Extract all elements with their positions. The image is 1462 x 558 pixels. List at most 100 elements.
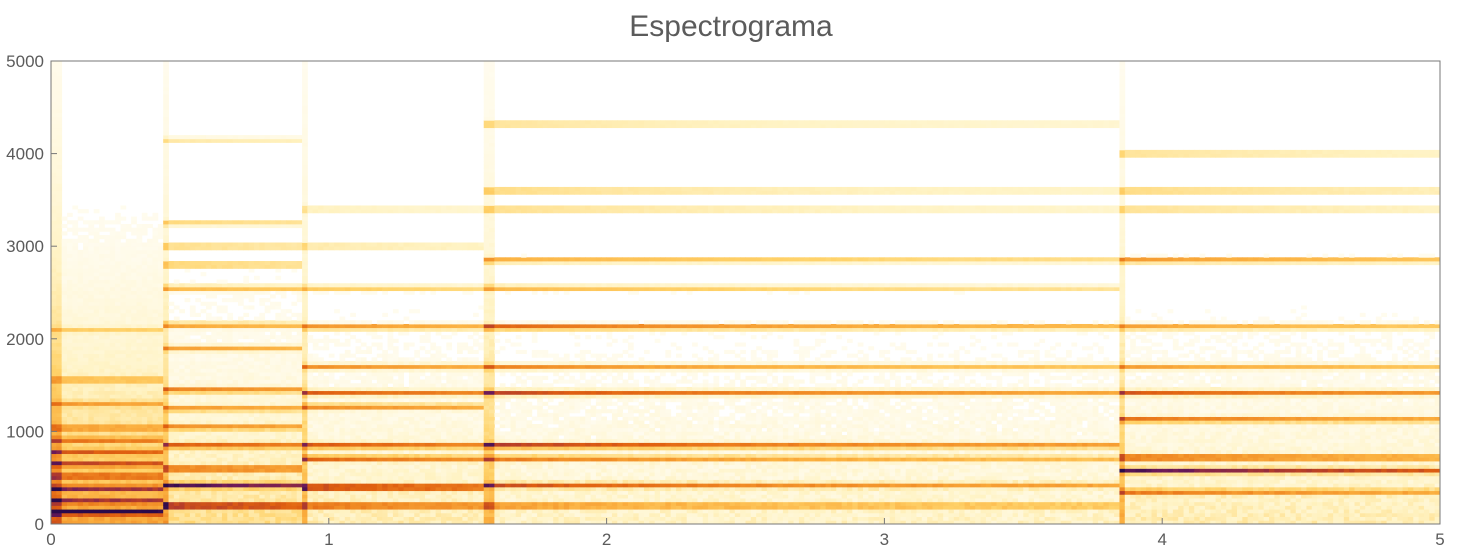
heat-cell (120, 283, 127, 288)
heat-cell (136, 446, 143, 451)
heat-cell (157, 398, 164, 403)
heat-cell (232, 223, 239, 229)
heat-cell (205, 505, 212, 510)
heat-cell (83, 494, 89, 499)
heat-cell (334, 449, 340, 455)
heat-cell (248, 468, 255, 473)
heat-cell (51, 323, 57, 329)
heat-cell (227, 320, 234, 325)
heat-cell (88, 349, 95, 355)
heat-cell (227, 220, 234, 225)
heat-cell (189, 472, 196, 477)
heat-cell (157, 516, 164, 521)
heat-cell (88, 449, 95, 455)
heat-cell (323, 438, 330, 443)
heat-cell (195, 331, 201, 336)
heat-cell (323, 368, 330, 373)
heat-cell (195, 283, 201, 288)
heat-cell (264, 305, 271, 310)
heat-cell (120, 353, 127, 358)
heat-cell (67, 372, 73, 377)
heat-cell (355, 383, 362, 388)
heat-cell (88, 409, 95, 414)
heat-cell (376, 246, 383, 251)
heat-cell (189, 490, 196, 495)
heat-cell (243, 242, 250, 247)
heat-cell (243, 386, 250, 392)
heat-cell (67, 253, 73, 258)
heat-cell (328, 372, 335, 377)
heat-cell (163, 475, 169, 480)
heat-cell (382, 323, 388, 329)
heat-cell (344, 442, 351, 447)
heat-cell (93, 209, 100, 214)
heat-cell (296, 494, 303, 499)
heat-cell (152, 386, 159, 392)
heat-cell (211, 342, 218, 347)
heat-cell (344, 446, 351, 451)
heat-cell (51, 175, 57, 180)
heat-cell (72, 361, 79, 366)
heat-cell (211, 346, 218, 351)
heat-cell (88, 223, 95, 229)
heat-cell (237, 401, 244, 406)
heat-cell (237, 464, 244, 469)
heat-cell (387, 490, 394, 495)
heat-cell (147, 442, 153, 447)
heat-cell (115, 312, 121, 317)
heat-cell (104, 498, 111, 503)
heat-cell (56, 427, 63, 432)
heat-cell (168, 490, 175, 495)
heat-cell (109, 275, 116, 280)
heat-cell (51, 135, 57, 140)
heat-cell (61, 279, 68, 284)
heat-cell (307, 379, 314, 384)
heat-cell (77, 357, 84, 362)
heat-cell (184, 420, 191, 425)
heat-cell (72, 323, 79, 329)
heat-cell (280, 335, 287, 340)
heat-cell (77, 227, 84, 232)
heat-cell (163, 142, 169, 147)
heat-cell (211, 435, 218, 440)
heat-cell (136, 223, 143, 229)
heat-cell (147, 316, 153, 321)
heat-cell (243, 342, 250, 347)
heat-cell (184, 323, 191, 329)
heat-cell (125, 357, 132, 362)
heat-cell (392, 398, 399, 403)
heat-cell (83, 423, 89, 429)
heat-cell (227, 346, 234, 351)
heat-cell (51, 272, 57, 277)
heat-cell (125, 468, 132, 473)
heat-cell (163, 131, 169, 136)
heat-cell (157, 383, 164, 388)
heat-cell (248, 353, 255, 358)
heat-cell (163, 135, 169, 140)
heat-cell (67, 268, 73, 273)
heat-cell (286, 331, 292, 336)
heat-cell (237, 431, 244, 436)
heat-cell (221, 353, 228, 358)
heat-cell (302, 186, 308, 192)
heat-cell (99, 516, 105, 521)
heat-cell (339, 494, 346, 499)
heat-cell (93, 353, 100, 358)
heat-cell (205, 135, 212, 140)
heat-cell (291, 301, 298, 306)
heat-cell (168, 364, 175, 369)
heat-cell (232, 138, 239, 143)
heat-cell (72, 205, 79, 210)
heat-cell (264, 494, 271, 499)
heat-cell (318, 357, 324, 362)
heat-cell (189, 135, 196, 140)
heat-cell (211, 364, 218, 369)
heat-cell (360, 205, 367, 210)
heat-cell (414, 509, 421, 514)
heat-cell (93, 327, 100, 332)
heat-cell (376, 435, 383, 440)
heat-cell (312, 453, 319, 458)
heat-cell (189, 409, 196, 414)
heat-cell (254, 401, 260, 406)
heat-cell (67, 353, 73, 358)
